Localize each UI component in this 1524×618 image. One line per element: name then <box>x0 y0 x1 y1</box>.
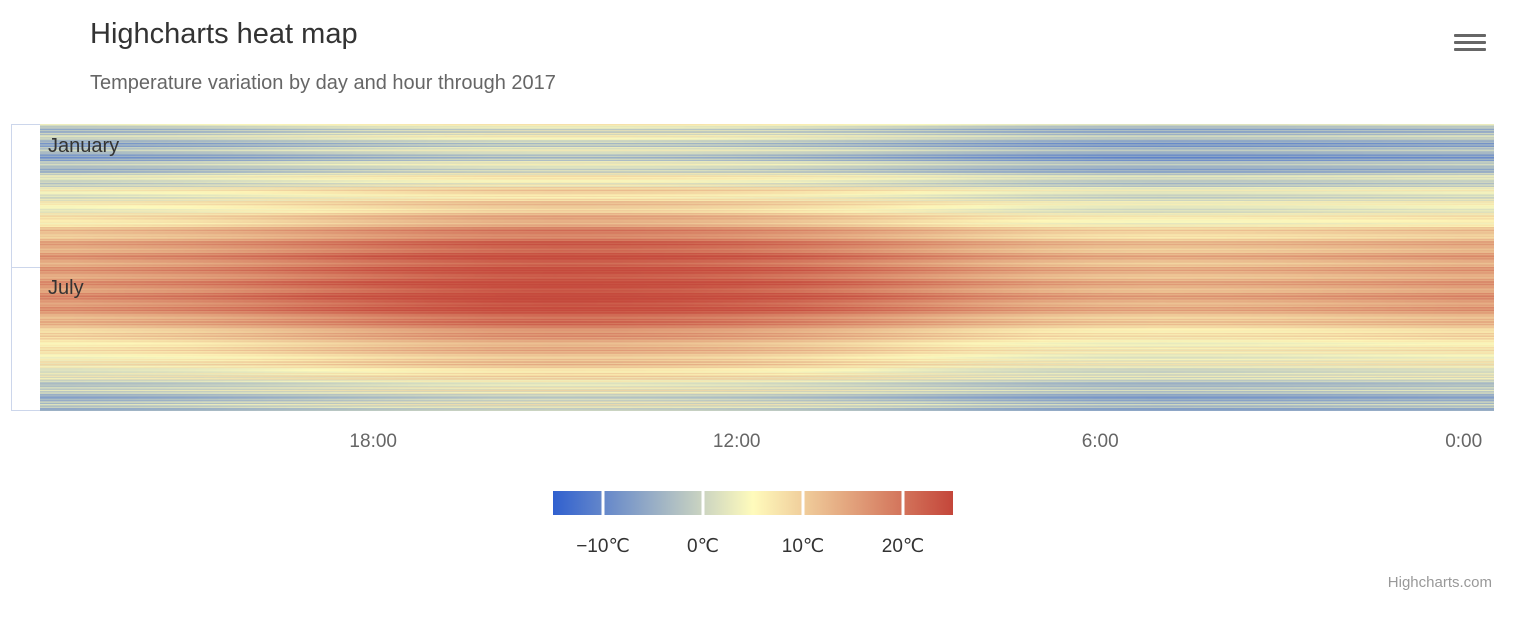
legend-tick-label: 0℃ <box>687 536 719 557</box>
legend-tick-gap <box>701 491 705 515</box>
x-axis-label: 0:00 <box>1445 431 1483 452</box>
credits-link[interactable]: Highcharts.com <box>1387 574 1492 591</box>
legend-gradient-bar <box>553 491 953 515</box>
chart-subtitle: Temperature variation by day and hour th… <box>90 72 556 94</box>
context-menu-button[interactable] <box>1452 32 1488 56</box>
legend-tick-label: −10℃ <box>576 536 630 557</box>
heatmap-plot[interactable] <box>40 124 1494 411</box>
legend-tick-gap <box>901 491 905 515</box>
y-axis-tick <box>11 267 40 268</box>
x-axis-label: 6:00 <box>1081 431 1119 452</box>
legend-tick-label: 20℃ <box>881 536 925 557</box>
page-title: Highcharts heat map <box>90 18 358 50</box>
month-label-january: January <box>48 135 120 157</box>
y-axis-tick <box>11 124 40 125</box>
legend-tick-label: 10℃ <box>781 536 825 557</box>
color-axis-legend <box>553 491 953 515</box>
y-axis-tick <box>11 410 40 411</box>
legend-tick-gap <box>601 491 605 515</box>
legend-tick-gap <box>801 491 805 515</box>
month-label-july: July <box>48 277 84 299</box>
hamburger-icon <box>1454 34 1486 51</box>
x-axis-label: 18:00 <box>349 431 397 452</box>
x-axis-label: 12:00 <box>712 431 761 452</box>
